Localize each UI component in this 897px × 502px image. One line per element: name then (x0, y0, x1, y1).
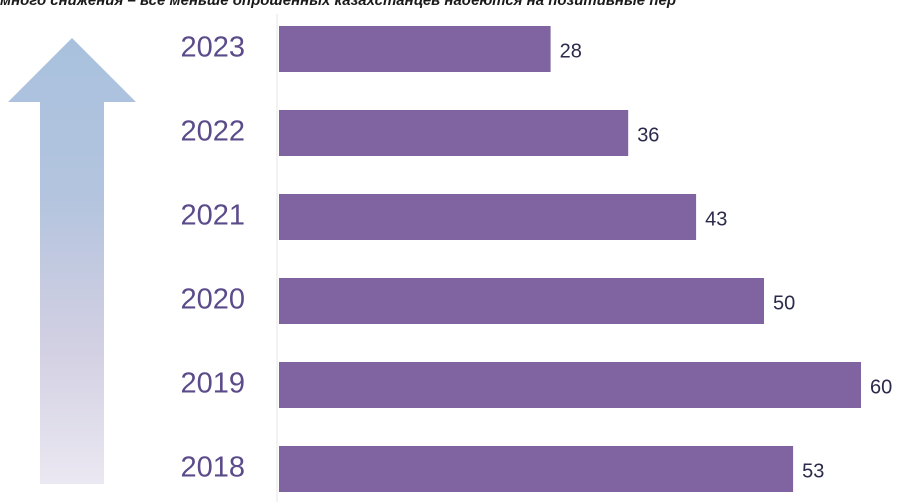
category-label-2018: 2018 (180, 452, 245, 484)
value-label-2021: 43 (705, 208, 727, 230)
category-label-2020: 2020 (180, 284, 245, 316)
bar-2018 (279, 446, 794, 492)
value-label-2023: 28 (560, 40, 582, 62)
bar-2023 (279, 26, 551, 72)
category-label-2023: 2023 (180, 32, 245, 64)
value-label-2018: 53 (802, 460, 824, 482)
value-label-2022: 36 (637, 124, 659, 146)
bar-2019 (279, 362, 861, 408)
value-label-2020: 50 (773, 292, 795, 314)
bar-2021 (279, 194, 697, 240)
up-arrow-icon (8, 38, 138, 488)
value-label-2019: 60 (870, 376, 892, 398)
category-label-2022: 2022 (180, 116, 245, 148)
category-label-2021: 2021 (180, 200, 245, 232)
top-caption-fragment: много снижения – все меньше опрошенных к… (0, 0, 676, 9)
category-label-2019: 2019 (180, 368, 245, 400)
bar-2020 (279, 278, 764, 324)
bar-2022 (279, 110, 629, 156)
